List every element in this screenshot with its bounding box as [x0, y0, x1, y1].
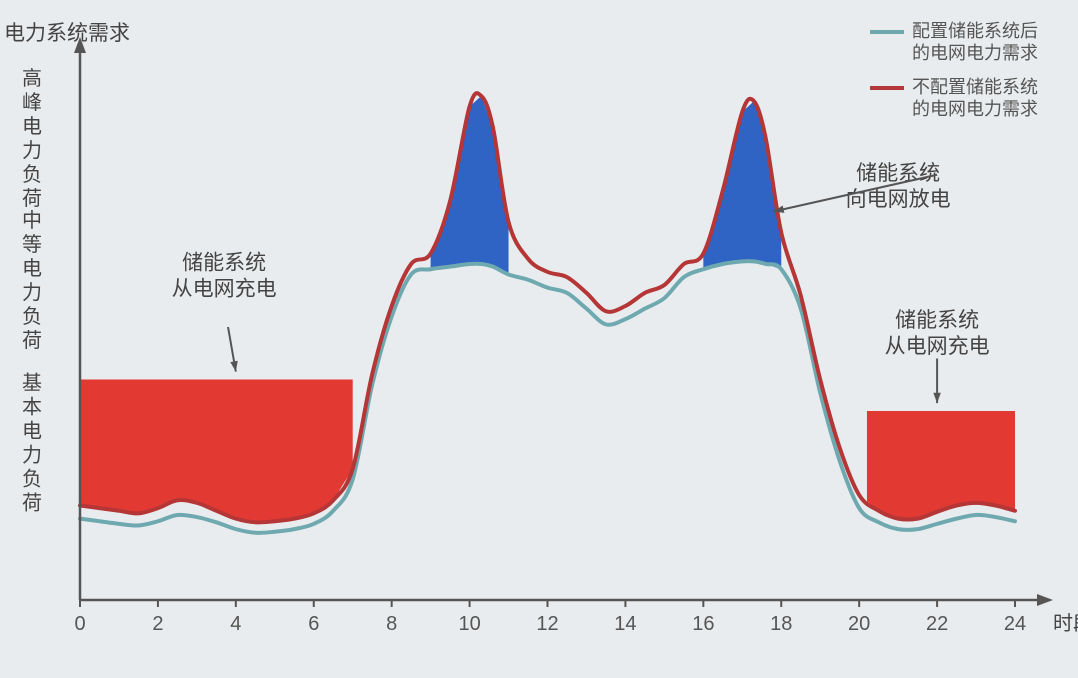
legend-label-0-l1: 配置储能系统后: [912, 21, 1038, 41]
svg-text:电: 电: [22, 257, 42, 280]
legend-label-1-l2: 的电网电力需求: [912, 99, 1038, 119]
svg-text:储能系统: 储能系统: [856, 162, 940, 185]
legend-label-0-l2: 的电网电力需求: [912, 43, 1038, 63]
svg-text:储能系统: 储能系统: [182, 251, 266, 274]
svg-text:22: 22: [926, 613, 948, 635]
svg-text:力: 力: [22, 444, 42, 467]
svg-text:荷: 荷: [22, 492, 42, 515]
legend-label-1-l1: 不配置储能系统: [912, 77, 1038, 97]
svg-text:电: 电: [22, 420, 42, 443]
svg-text:12: 12: [536, 613, 558, 635]
svg-text:荷: 荷: [22, 187, 42, 210]
svg-text:负: 负: [22, 305, 42, 328]
svg-text:从电网充电: 从电网充电: [172, 277, 277, 300]
svg-text:本: 本: [22, 396, 42, 419]
svg-text:高: 高: [22, 67, 42, 90]
svg-text:14: 14: [614, 613, 636, 635]
svg-text:20: 20: [848, 613, 870, 635]
svg-text:电: 电: [22, 115, 42, 138]
y-axis-title: 电力系统需求: [4, 22, 130, 45]
svg-text:峰: 峰: [22, 91, 42, 114]
svg-text:24: 24: [1004, 613, 1026, 635]
svg-text:4: 4: [230, 613, 241, 635]
power-demand-chart: 024681012141618202224时段电力系统需求高峰电力负荷中等电力负…: [0, 0, 1078, 678]
fill-region-0: [80, 380, 353, 523]
svg-text:8: 8: [386, 613, 397, 635]
svg-text:0: 0: [74, 613, 85, 635]
svg-text:18: 18: [770, 613, 792, 635]
svg-text:2: 2: [152, 613, 163, 635]
svg-text:基: 基: [22, 372, 42, 395]
svg-text:16: 16: [692, 613, 714, 635]
svg-text:从电网充电: 从电网充电: [885, 335, 990, 358]
svg-text:10: 10: [458, 613, 480, 635]
svg-text:中: 中: [22, 209, 42, 232]
svg-text:负: 负: [22, 468, 42, 491]
svg-text:荷: 荷: [22, 329, 42, 352]
svg-text:力: 力: [22, 139, 42, 162]
svg-text:6: 6: [308, 613, 319, 635]
svg-text:负: 负: [22, 163, 42, 186]
svg-text:等: 等: [22, 233, 42, 256]
fill-region-3: [867, 411, 1015, 519]
svg-text:力: 力: [22, 281, 42, 304]
x-axis-title: 时段: [1053, 612, 1078, 635]
svg-text:储能系统: 储能系统: [895, 309, 979, 332]
